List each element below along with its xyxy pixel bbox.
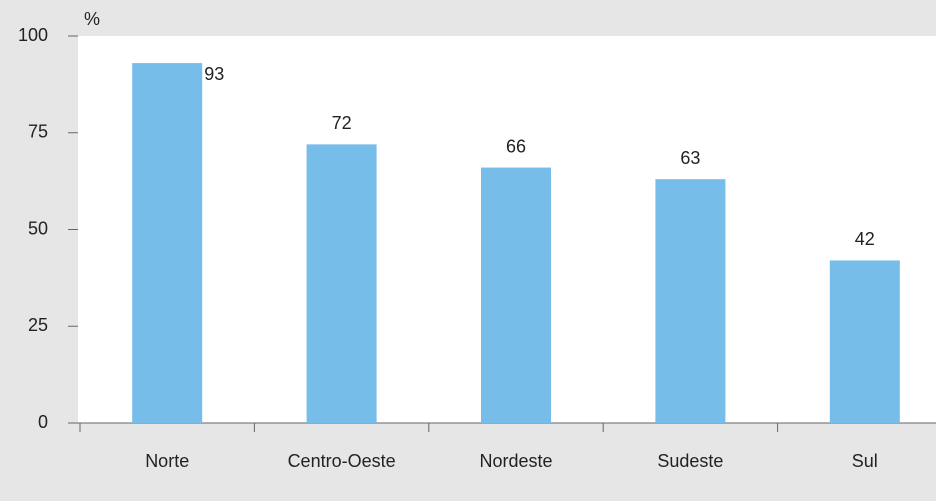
x-tick-label: Nordeste (479, 451, 552, 471)
y-tick-label: 100 (18, 25, 48, 45)
y-tick-label: 75 (28, 122, 48, 142)
x-tick-label: Sudeste (657, 451, 723, 471)
data-label: 72 (332, 113, 352, 133)
bar (829, 260, 900, 423)
y-tick-label: 50 (28, 218, 48, 238)
y-unit: % (84, 9, 100, 29)
x-tick-label: Norte (145, 451, 189, 471)
data-label: 93 (204, 64, 224, 84)
bar (655, 179, 726, 423)
data-label: 42 (855, 229, 875, 249)
data-label: 63 (680, 148, 700, 168)
data-label: 66 (506, 136, 526, 156)
x-tick-label: Sul (852, 451, 878, 471)
bar (132, 63, 203, 424)
y-tick-label: 25 (28, 315, 48, 335)
x-tick-label: Centro-Oeste (288, 451, 396, 471)
bar (481, 167, 551, 423)
bar (306, 144, 377, 424)
y-tick-label: 0 (38, 412, 48, 432)
